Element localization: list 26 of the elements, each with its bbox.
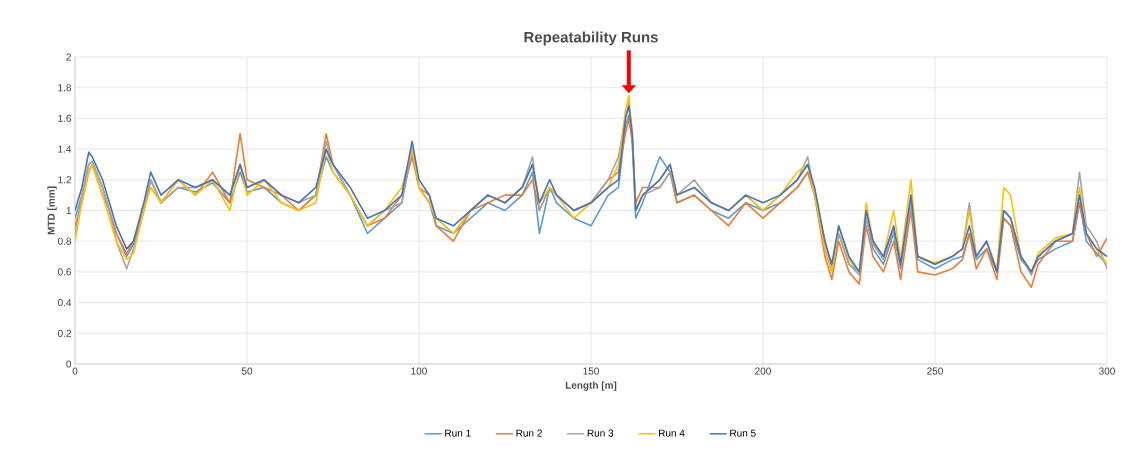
- x-tick-label: 200: [755, 367, 771, 375]
- y-tick-label: 1.2: [58, 176, 71, 184]
- y-tick-label: 2: [66, 53, 71, 61]
- legend-label: Run 5: [730, 429, 756, 437]
- y-tick-label: 1.4: [58, 145, 72, 153]
- x-tick-label: 100: [411, 367, 427, 375]
- y-tick-label: 0: [66, 360, 72, 368]
- y-tick-label: 0.8: [57, 237, 72, 245]
- legend-label: Run 1: [445, 429, 471, 437]
- chart-title: Repeatability Runs: [524, 31, 658, 46]
- y-tick-label: 1: [66, 207, 71, 214]
- legend-label: Run 2: [516, 429, 542, 437]
- y-tick-label: 1.6: [58, 114, 72, 122]
- y-tick-label: 0.6: [57, 268, 72, 276]
- x-tick-label: 50: [241, 367, 253, 375]
- y-axis-title: MTD [mm]: [47, 186, 57, 235]
- x-tick-label: 150: [583, 367, 599, 375]
- y-tick-label: 0.2: [57, 329, 71, 337]
- y-tick-label: 1.8: [58, 84, 72, 92]
- x-tick-label: 300: [1099, 367, 1115, 375]
- x-tick-label: 250: [927, 367, 943, 375]
- x-tick-label: 0: [72, 367, 78, 375]
- legend-label: Run 3: [587, 429, 614, 437]
- y-tick-label: 0.4: [57, 299, 72, 307]
- x-axis-title: Length [m]: [565, 381, 617, 391]
- legend-label: Run 4: [659, 429, 685, 437]
